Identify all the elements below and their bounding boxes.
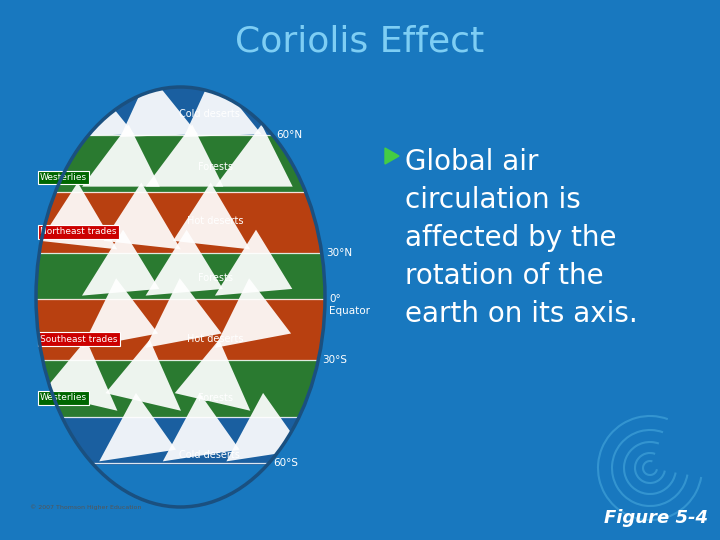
Text: 30°S: 30°S xyxy=(323,355,347,365)
Text: Forests: Forests xyxy=(198,273,233,283)
Text: Equator: Equator xyxy=(329,306,370,316)
Bar xyxy=(36,136,325,192)
FancyArrowPatch shape xyxy=(82,230,159,295)
Text: Figure 5-4: Figure 5-4 xyxy=(604,509,708,527)
FancyArrowPatch shape xyxy=(173,183,250,249)
FancyArrowPatch shape xyxy=(175,340,251,411)
Text: 0°: 0° xyxy=(329,294,341,304)
Bar xyxy=(36,253,325,299)
Text: circulation is: circulation is xyxy=(405,186,581,214)
Bar xyxy=(36,417,325,465)
Text: Forests: Forests xyxy=(198,162,233,172)
Text: Cold deserts: Cold deserts xyxy=(179,109,240,119)
FancyArrowPatch shape xyxy=(82,278,158,348)
Text: rotation of the: rotation of the xyxy=(405,262,603,290)
Text: Hot deserts: Hot deserts xyxy=(187,217,243,226)
FancyArrowPatch shape xyxy=(57,74,135,137)
Text: © 2007 Thomson Higher Education: © 2007 Thomson Higher Education xyxy=(30,504,141,510)
FancyArrowPatch shape xyxy=(184,74,261,137)
Bar xyxy=(36,87,325,136)
Text: earth on its axis.: earth on its axis. xyxy=(405,300,638,328)
FancyArrowPatch shape xyxy=(215,230,292,295)
Text: Westerlies: Westerlies xyxy=(40,393,87,402)
Text: Westerlies: Westerlies xyxy=(40,173,87,182)
FancyArrowPatch shape xyxy=(40,183,117,249)
Text: affected by the: affected by the xyxy=(405,224,616,252)
FancyArrowPatch shape xyxy=(215,278,291,348)
FancyArrowPatch shape xyxy=(226,393,303,461)
FancyArrowPatch shape xyxy=(145,125,223,187)
Text: 30°N: 30°N xyxy=(325,248,352,258)
Text: Hot deserts: Hot deserts xyxy=(187,334,243,344)
FancyArrowPatch shape xyxy=(105,340,181,411)
Text: 60°S: 60°S xyxy=(273,458,298,468)
Bar xyxy=(36,360,325,417)
FancyArrowPatch shape xyxy=(99,393,176,461)
FancyArrowPatch shape xyxy=(215,125,293,187)
FancyArrowPatch shape xyxy=(104,183,181,249)
Text: Cold deserts: Cold deserts xyxy=(179,449,240,460)
FancyArrowPatch shape xyxy=(163,393,240,461)
Text: Forests: Forests xyxy=(198,393,233,403)
Text: Coriolis Effect: Coriolis Effect xyxy=(235,25,485,59)
FancyArrowPatch shape xyxy=(145,230,223,295)
Bar xyxy=(36,299,325,360)
FancyArrowPatch shape xyxy=(82,125,160,187)
Bar xyxy=(36,192,325,253)
Text: Southeast trades: Southeast trades xyxy=(40,334,117,343)
FancyArrowPatch shape xyxy=(42,340,117,411)
Polygon shape xyxy=(385,148,399,164)
Text: Global air: Global air xyxy=(405,148,539,176)
Text: Northeast trades: Northeast trades xyxy=(40,227,117,237)
FancyArrowPatch shape xyxy=(120,74,198,137)
FancyArrowPatch shape xyxy=(145,278,222,348)
Text: 60°N: 60°N xyxy=(276,130,303,140)
